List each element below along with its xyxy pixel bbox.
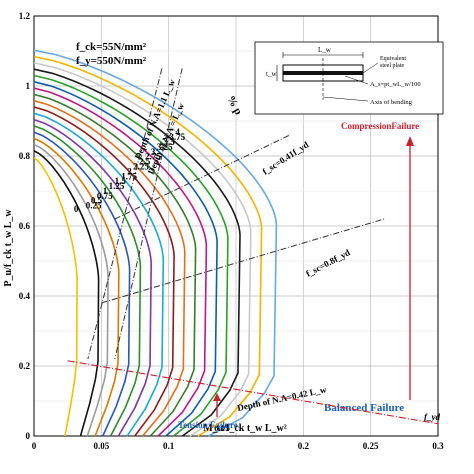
curve-p-2.25	[33, 99, 186, 437]
curve-p-4	[33, 55, 263, 437]
curve-label-2.25: 2.25	[133, 161, 149, 171]
depth-na-line-1	[87, 68, 163, 360]
curve-p-max	[33, 49, 278, 437]
curve-label-3.75: 3.75	[169, 132, 185, 142]
x-tick-label-4: 0.2	[298, 441, 310, 451]
x-axis-label: M_u/f_ck t_w L_w²	[203, 423, 287, 434]
y-tick-label-2: 0.4	[19, 291, 31, 301]
inset-as-leader	[344, 75, 369, 85]
balanced-failure-line	[67, 360, 439, 425]
x-tick-label-1: 0.05	[93, 441, 109, 451]
y-axis-label: P_u/f_ck t_w L_w	[3, 209, 14, 287]
y-tick-label-0: 0	[26, 431, 31, 441]
inset-axis-leader	[322, 96, 369, 102]
inset-as-label: A_s=pt_wL_w/100	[370, 81, 421, 88]
curve-p-0.75	[33, 137, 120, 437]
curve-p-3	[33, 81, 218, 437]
compression-arrow-head	[406, 136, 414, 146]
section-inset: L_w t_w Equivalent steel plate A_s=pt_wL…	[254, 41, 444, 115]
curves	[33, 49, 278, 437]
curve-label-2.5: 2.5	[139, 157, 151, 167]
y-tick-label-1: 0.2	[19, 361, 31, 371]
curve-p-0.5	[33, 143, 109, 437]
plot-frame	[33, 15, 439, 437]
curve-label-0.25: 0.25	[86, 201, 102, 211]
curve-label-1.5: 1.5	[115, 176, 127, 186]
y-tick-label-3: 0.6	[19, 221, 31, 231]
y-tick-label-5: 1	[26, 81, 31, 91]
curve-label-3.5: 3.5	[163, 137, 175, 147]
inset-plate-label-1: Equivalent	[380, 56, 406, 62]
curve-p-1.75	[33, 112, 165, 437]
x-tick-label-5: 0.25	[363, 441, 379, 451]
curve-p-0	[33, 157, 78, 437]
inset-lw-label: L_w	[318, 46, 332, 54]
x-tick-label-0: 0	[32, 441, 37, 451]
curve-label-4: 4	[175, 127, 180, 137]
depth-na-line-2	[114, 68, 183, 360]
curve-label-1: 1	[103, 186, 108, 196]
tension-arrow-head	[213, 393, 221, 401]
fyd-label: f_yd	[424, 412, 440, 422]
curve-label-0: 0	[74, 204, 79, 214]
curve-label-2: 2	[127, 166, 132, 176]
curve-label-0.75: 0.75	[97, 191, 113, 201]
curve-label-1.75: 1.75	[121, 171, 137, 181]
tension-failure-label: Tension Failure	[178, 420, 238, 430]
title-fck: f_ck=55N/mm²	[76, 41, 147, 53]
inset-tw-label: t_w	[266, 70, 277, 78]
curve-p-0.25	[33, 150, 100, 437]
curve-label-0.5: 0.5	[91, 196, 103, 206]
curve-p-3.5	[33, 68, 241, 437]
inset-plate-leader	[362, 62, 379, 74]
curve-p-2.5	[33, 93, 197, 437]
curve-p-1	[33, 131, 131, 437]
y-tick-label-4: 0.8	[19, 151, 31, 161]
curve-label-3.25: 3.25	[157, 142, 173, 152]
curve-p-2.75	[33, 87, 208, 437]
inset-axis-label: Axis of bending	[370, 99, 413, 106]
x-tick-label-2: 0.1	[163, 441, 175, 451]
curve-label-1.25: 1.25	[109, 181, 125, 191]
x-tick-label-6: 0.3	[432, 441, 444, 451]
curve-p-1.5	[33, 118, 152, 437]
curve-p-2	[33, 106, 175, 437]
y-tick-label-6: 1.2	[19, 11, 31, 21]
curve-p-3.25	[33, 74, 229, 437]
curve-label-2.75: 2.75	[145, 152, 161, 162]
curve-p-3.75	[33, 62, 252, 437]
fsc-08-line	[101, 218, 385, 304]
title-fy: f_y=550N/mm²	[76, 55, 147, 67]
balanced-failure-label: Balanced Failure	[324, 402, 404, 414]
curve-label-3: 3	[151, 147, 156, 157]
inset-plate-label-2: steel plate	[380, 63, 404, 69]
compression-failure-label: CompressionFailure	[341, 121, 419, 131]
